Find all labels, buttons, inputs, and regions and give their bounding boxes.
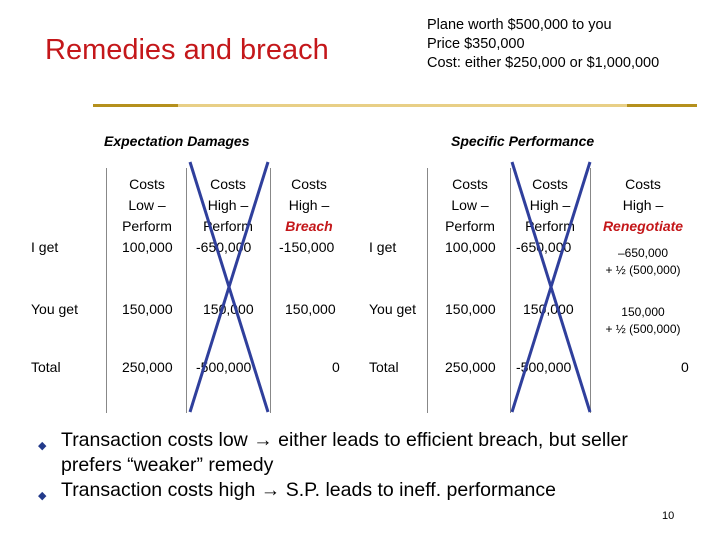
slide-title: Remedies and breach (45, 34, 329, 66)
arrow-icon: → (253, 429, 273, 451)
column-divider (106, 168, 107, 413)
page-number: 10 (662, 510, 675, 522)
bullet-item: ◆ Transaction costs low → either leads t… (38, 429, 628, 476)
cross-stroke (510, 161, 592, 413)
renegotiate-cell: 150,000 + ½ (500,000) (605, 305, 681, 336)
bullet-diamond-icon: ◆ (38, 490, 47, 502)
table-cell: 0 (332, 359, 340, 375)
column-divider (427, 168, 428, 413)
note-line: Cost: either $250,000 or $1,000,000 (427, 55, 660, 71)
table-cell: -150,000 (279, 239, 335, 255)
column-header: Costs Low – Perform (122, 176, 172, 234)
table-cell: 250,000 (445, 359, 496, 375)
expectation-damages-table: Costs Low – Perform Costs High – Perform Cos… (0, 168, 360, 413)
specific-performance-heading: Specific Performance (451, 133, 595, 149)
column-divider (270, 168, 271, 413)
column-header: Costs Low – Perform (445, 176, 495, 234)
note-line: Plane worth $500,000 to you (427, 17, 612, 33)
title-divider (93, 104, 697, 107)
column-header: Costs High – Renegotiate (602, 176, 684, 234)
row-label: You get (369, 301, 416, 317)
column-header: Costs High – Perform (203, 176, 253, 234)
column-divider (510, 168, 511, 413)
row-label: Total (369, 359, 399, 375)
table-cell: 150,000 (285, 301, 336, 317)
row-label: I get (369, 239, 397, 255)
bullet-item: ◆ Transaction costs high → S.P. leads to… (38, 478, 628, 503)
expectation-damages-heading: Expectation Damages (104, 133, 250, 149)
table-cell: -650,000 (196, 239, 252, 255)
table-cell: 150,000 (523, 301, 574, 317)
bullet-list: ◆ Transaction costs low → either leads t… (38, 428, 628, 503)
arrow-icon: → (260, 479, 281, 501)
column-divider (590, 168, 591, 413)
renegotiate-cell: 0 (681, 359, 689, 375)
table-cell: 150,000 (445, 301, 496, 317)
column-divider (186, 168, 187, 413)
table-cell: 250,000 (122, 359, 173, 375)
table-cell: -500,000 (516, 359, 572, 375)
note-line: Price $350,000 (427, 36, 525, 52)
bullet-diamond-icon: ◆ (38, 440, 47, 452)
table-cell: -650,000 (516, 239, 572, 255)
table-cell: 150,000 (122, 301, 173, 317)
row-label: I get (31, 239, 59, 255)
specific-performance-table: Costs Low – Perform Costs High – Perform Cos… (0, 168, 720, 413)
renegotiate-cell: –650,000 + ½ (500,000) (605, 246, 681, 277)
column-header: Costs High – Perform (525, 176, 575, 234)
table-cell: -500,000 (196, 359, 252, 375)
column-header: Costs High – Breach (285, 176, 333, 234)
table-cell: 150,000 (203, 301, 254, 317)
cross-stroke (188, 161, 270, 413)
row-label: You get (31, 301, 78, 317)
row-label: Total (31, 359, 61, 375)
table-cell: 100,000 (122, 239, 173, 255)
table-cell: 100,000 (445, 239, 496, 255)
scenario-note: Plane worth $500,000 to you Price $350,0… (427, 16, 659, 73)
